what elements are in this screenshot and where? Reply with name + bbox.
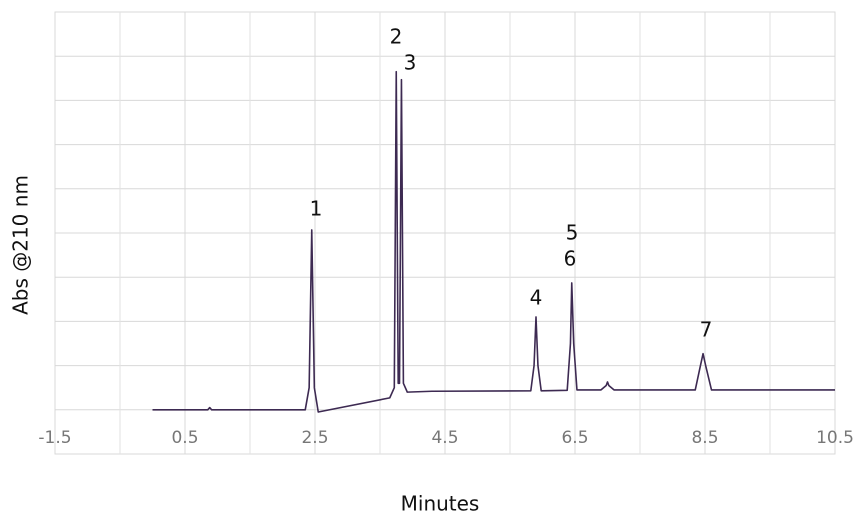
peak-label: 4 <box>530 286 543 310</box>
x-tick-label: 10.5 <box>816 428 854 448</box>
x-axis-title: Minutes <box>401 492 480 516</box>
peak-label: 5 <box>566 221 579 245</box>
y-axis-title: Abs @210 nm <box>9 175 33 315</box>
peak-label: 6 <box>564 247 577 271</box>
x-tick-label: 4.5 <box>431 428 458 448</box>
x-tick-label: 8.5 <box>691 428 718 448</box>
x-tick-label: 0.5 <box>171 428 198 448</box>
x-tick-label: -1.5 <box>38 428 71 448</box>
peak-label: 3 <box>404 51 417 75</box>
peak-label: 2 <box>390 25 403 49</box>
x-tick-label: 6.5 <box>561 428 588 448</box>
signal-trace <box>152 70 835 413</box>
peak-label: 7 <box>700 318 713 342</box>
x-tick-label: 2.5 <box>301 428 328 448</box>
peak-label: 1 <box>310 197 323 221</box>
